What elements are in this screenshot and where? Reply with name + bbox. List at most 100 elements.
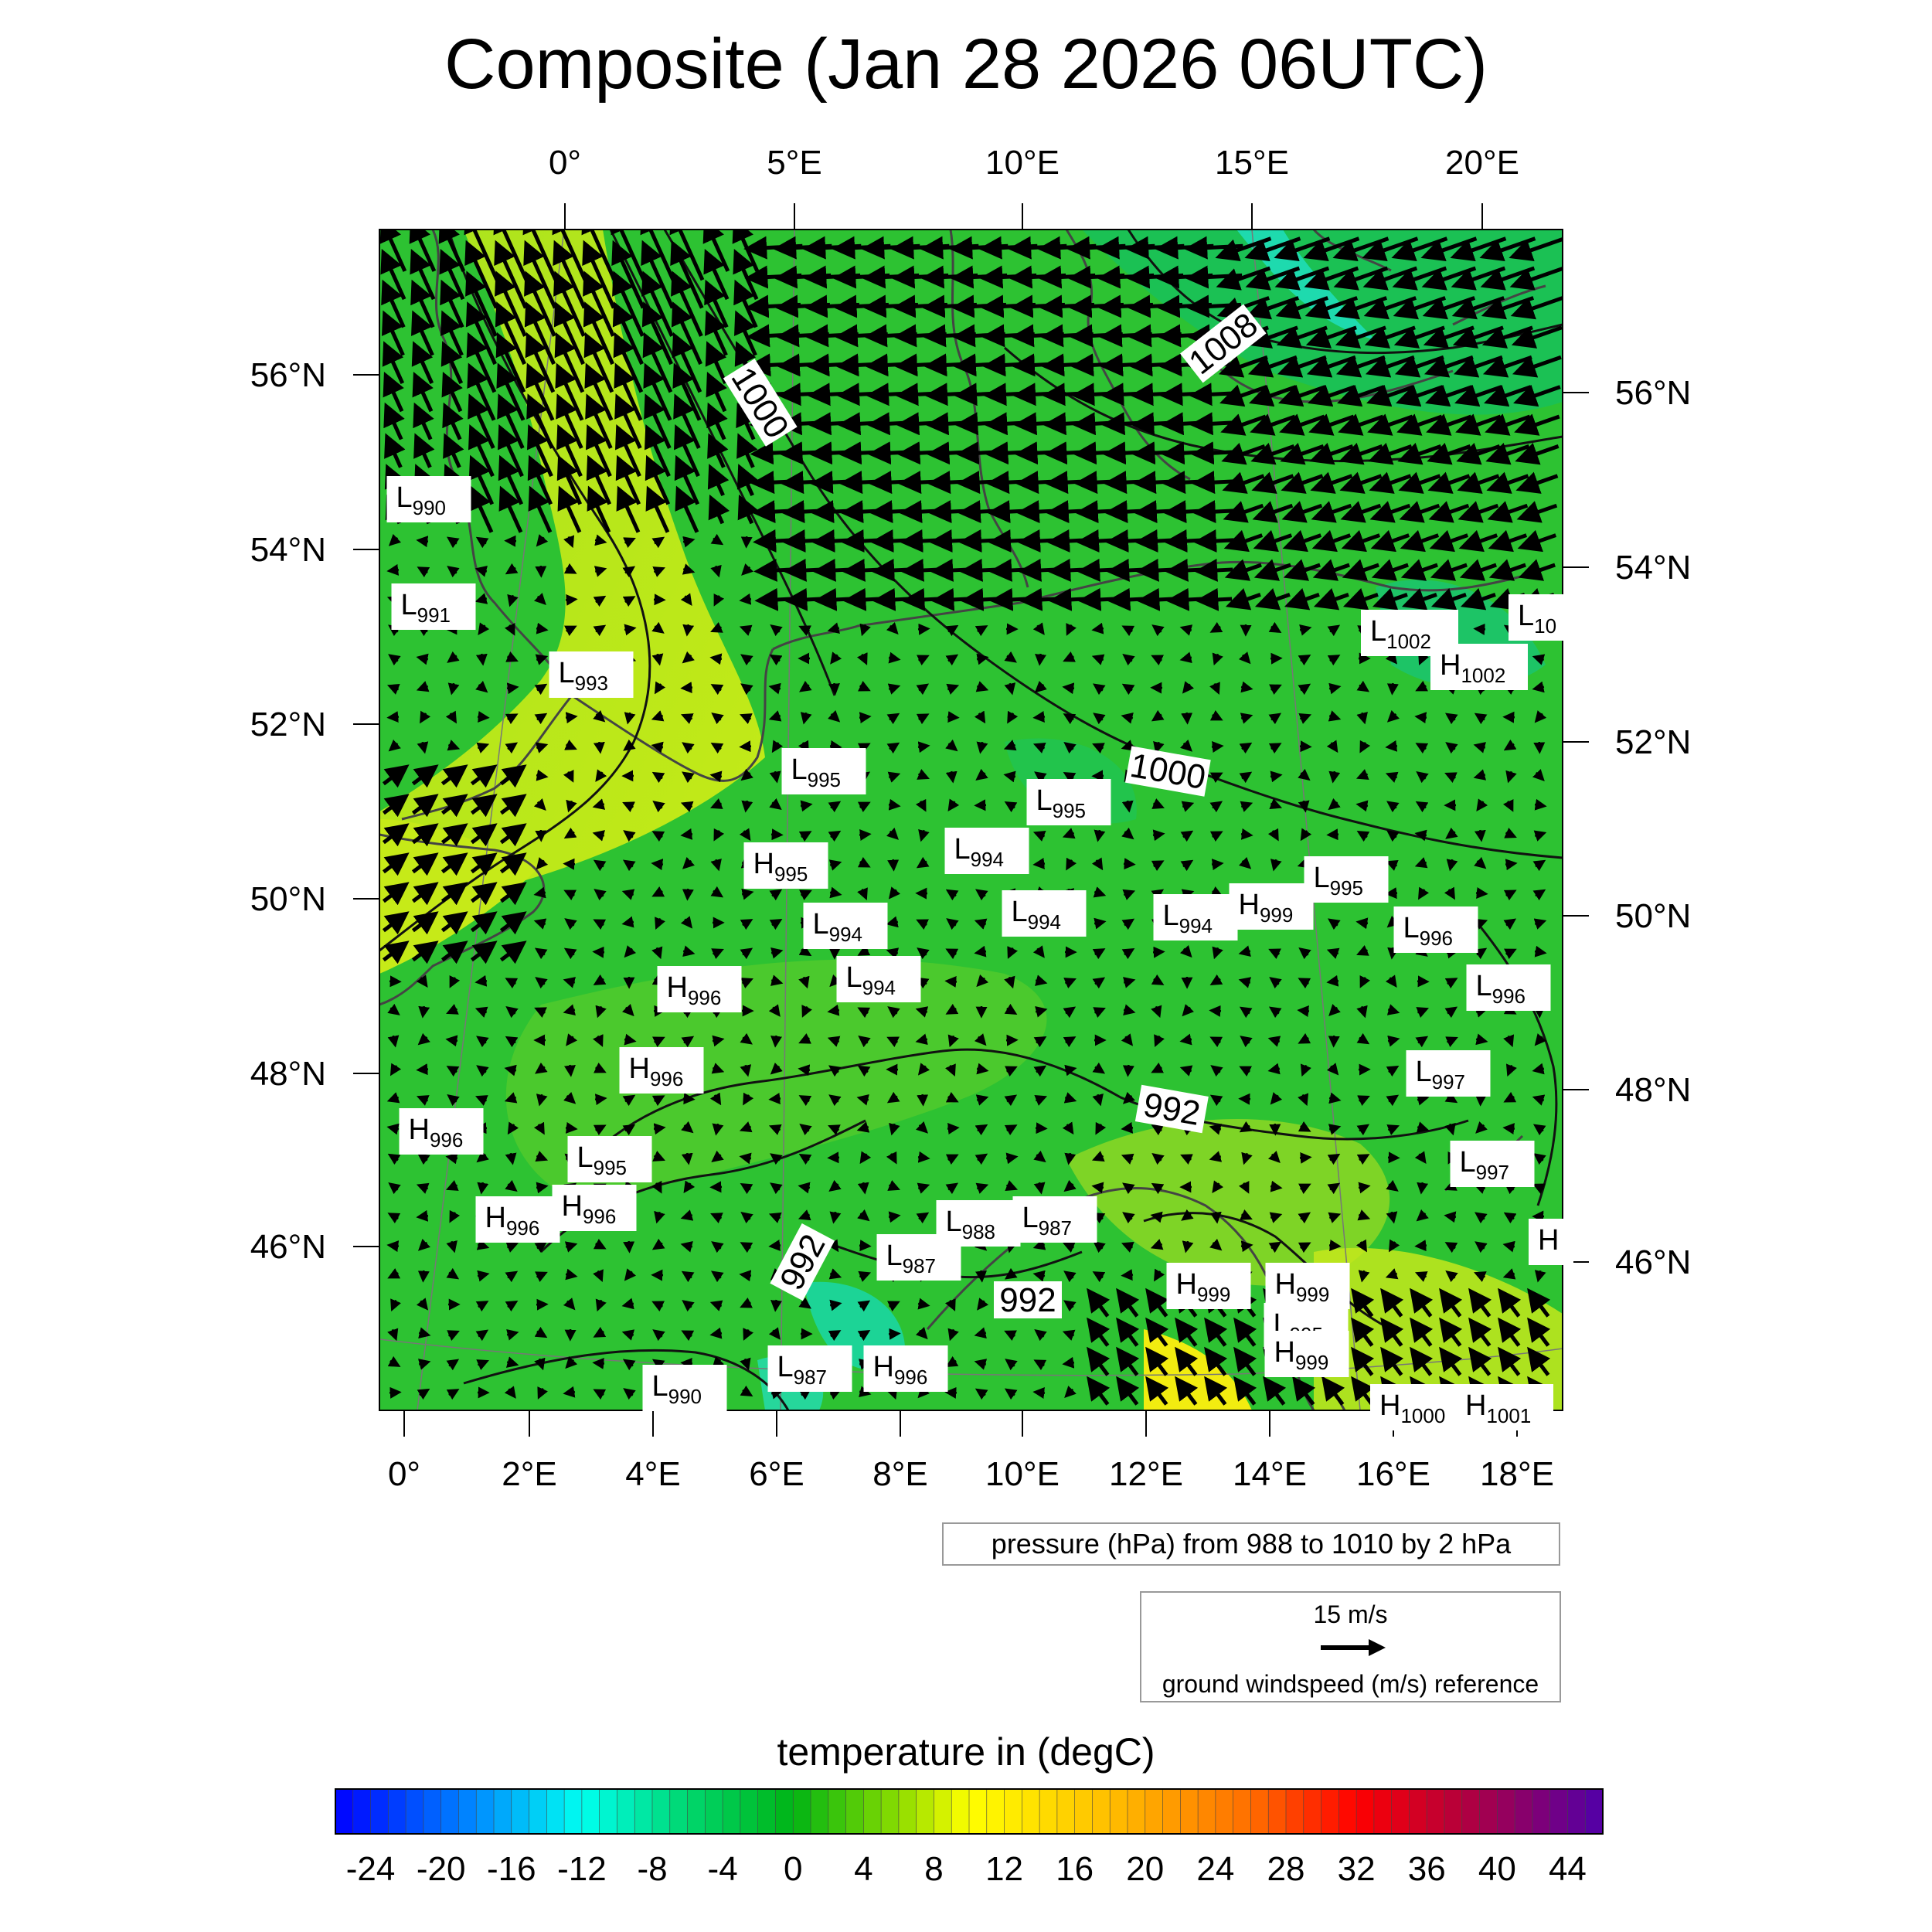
wind-arrow	[739, 1121, 753, 1133]
wind-arrow	[505, 563, 519, 575]
wind-arrow	[593, 1124, 607, 1136]
wind-arrow	[654, 681, 666, 695]
wind-arrow	[1356, 831, 1370, 842]
right-lat-label: 50°N	[1615, 897, 1691, 935]
colorbar-tick-label: -16	[487, 1850, 536, 1888]
wind-arrow	[681, 1036, 695, 1048]
wind-arrow	[713, 593, 725, 607]
colorbar-swatch	[740, 1788, 759, 1835]
wind-arrow	[1514, 413, 1560, 436]
colorbar: -24 -20 -16 -12 -8 -4 0 4 8 12 16 20 24 28 32 36 40 44	[335, 1788, 1604, 1888]
wind-arrow	[1003, 770, 1016, 783]
wind-arrow	[1195, 587, 1233, 611]
wind-arrow	[682, 771, 695, 784]
wind-arrow	[711, 948, 724, 959]
pressure-center-label: L993	[549, 651, 634, 698]
wind-arrow	[1414, 829, 1427, 842]
wind-arrow	[1033, 1065, 1047, 1077]
wind-arrow	[411, 911, 439, 935]
pressure-center-label: H999	[1265, 1263, 1350, 1309]
wind-arrow	[1268, 621, 1282, 634]
wind-arrow	[1121, 683, 1135, 696]
wind-arrow	[388, 739, 401, 752]
wind-arrow	[1122, 1091, 1135, 1104]
left-lat-label: 52°N	[250, 706, 326, 743]
wind-arrow	[1094, 917, 1107, 930]
pressure-center-label: L997	[1450, 1141, 1535, 1187]
wind-arrow	[886, 622, 899, 635]
pressure-center-label: L990	[642, 1365, 727, 1411]
wind-arrow	[1121, 827, 1134, 840]
colorbar-swatch	[1109, 1788, 1128, 1835]
wind-arrow	[917, 741, 930, 753]
wind-arrow	[974, 1033, 987, 1046]
wind-arrow	[917, 1151, 930, 1163]
colorbar-swatch	[1145, 1788, 1164, 1835]
wind-arrow	[829, 740, 842, 752]
wind-arrow	[712, 1035, 725, 1047]
pressure-center-label: L987	[1012, 1196, 1097, 1243]
wind-arrow	[1063, 1006, 1077, 1019]
pressure-center-label: H999	[1229, 883, 1314, 930]
wind-arrow	[1005, 1034, 1019, 1046]
wind-arrow	[1063, 742, 1077, 754]
wind-arrow	[711, 1063, 725, 1074]
wind-arrow	[499, 882, 527, 906]
wind-arrow	[1300, 1063, 1311, 1077]
wind-arrow	[888, 651, 901, 664]
colorbar-title: temperature in (degC)	[777, 1730, 1155, 1774]
wind-reference-arrow	[1321, 1639, 1386, 1656]
wind-arrow	[740, 978, 753, 988]
left-lat-label: 48°N	[250, 1055, 326, 1093]
wind-arrow	[798, 975, 810, 989]
wind-arrow	[1298, 768, 1311, 781]
wind-arrow	[411, 940, 439, 964]
pressure-center-label: H996	[399, 1108, 484, 1155]
wind-arrow	[592, 798, 606, 810]
wind-arrow	[1516, 501, 1558, 523]
wind-arrow	[930, 587, 968, 611]
colorbar-swatch	[440, 1788, 460, 1835]
wind-arrow	[739, 828, 751, 842]
wind-arrow	[1092, 948, 1106, 960]
right-lat-label: 56°N	[1615, 374, 1691, 412]
pressure-center-label: L995	[1026, 779, 1111, 825]
wind-arrow	[917, 1063, 930, 1076]
wind-arrow	[800, 712, 812, 725]
wind-arrow	[1298, 683, 1311, 696]
pressure-center-label: L987	[876, 1234, 961, 1281]
wind-arrow	[535, 565, 547, 578]
wind-arrow	[1473, 742, 1486, 753]
colorbar-tick-label: -24	[346, 1850, 396, 1888]
colorbar-swatch	[529, 1788, 548, 1835]
wind-arrow	[1503, 1034, 1515, 1048]
wind-arrow	[798, 1095, 812, 1107]
right-lat-labels: 56°N 54°N 52°N 50°N 48°N 46°N	[1615, 374, 1691, 1281]
wind-arrow	[592, 1034, 604, 1047]
wind-arrow	[946, 918, 959, 930]
colorbar-swatch	[1056, 1788, 1076, 1835]
wind-arrow	[533, 1121, 545, 1135]
wind-arrow	[651, 831, 665, 842]
wind-arrow	[1151, 624, 1165, 637]
colorbar-swatch	[1250, 1788, 1270, 1835]
bottom-lon-label: 16°E	[1356, 1455, 1430, 1493]
top-lon-label: 10°E	[985, 144, 1060, 182]
left-lat-label: 46°N	[250, 1228, 326, 1266]
wind-arrow	[622, 801, 635, 813]
wind-arrow	[1179, 651, 1192, 664]
wind-arrow	[651, 771, 665, 784]
wind-arrow	[594, 1094, 607, 1106]
colorbar-swatch	[388, 1788, 407, 1835]
wind-arrow	[1212, 652, 1223, 666]
wind-arrow	[682, 945, 696, 957]
pressure-info-box: pressure (hPa) from 988 to 1010 by 2 hPa	[942, 1522, 1560, 1566]
wind-arrow	[1209, 1094, 1223, 1107]
wind-arrow	[888, 1211, 901, 1223]
wind-arrow	[411, 882, 439, 906]
wind-arrow	[1511, 325, 1563, 349]
wind-arrow	[947, 711, 960, 723]
wind-arrow	[536, 857, 549, 870]
wind-arrow	[1385, 887, 1398, 900]
wind-arrow	[1268, 743, 1282, 754]
